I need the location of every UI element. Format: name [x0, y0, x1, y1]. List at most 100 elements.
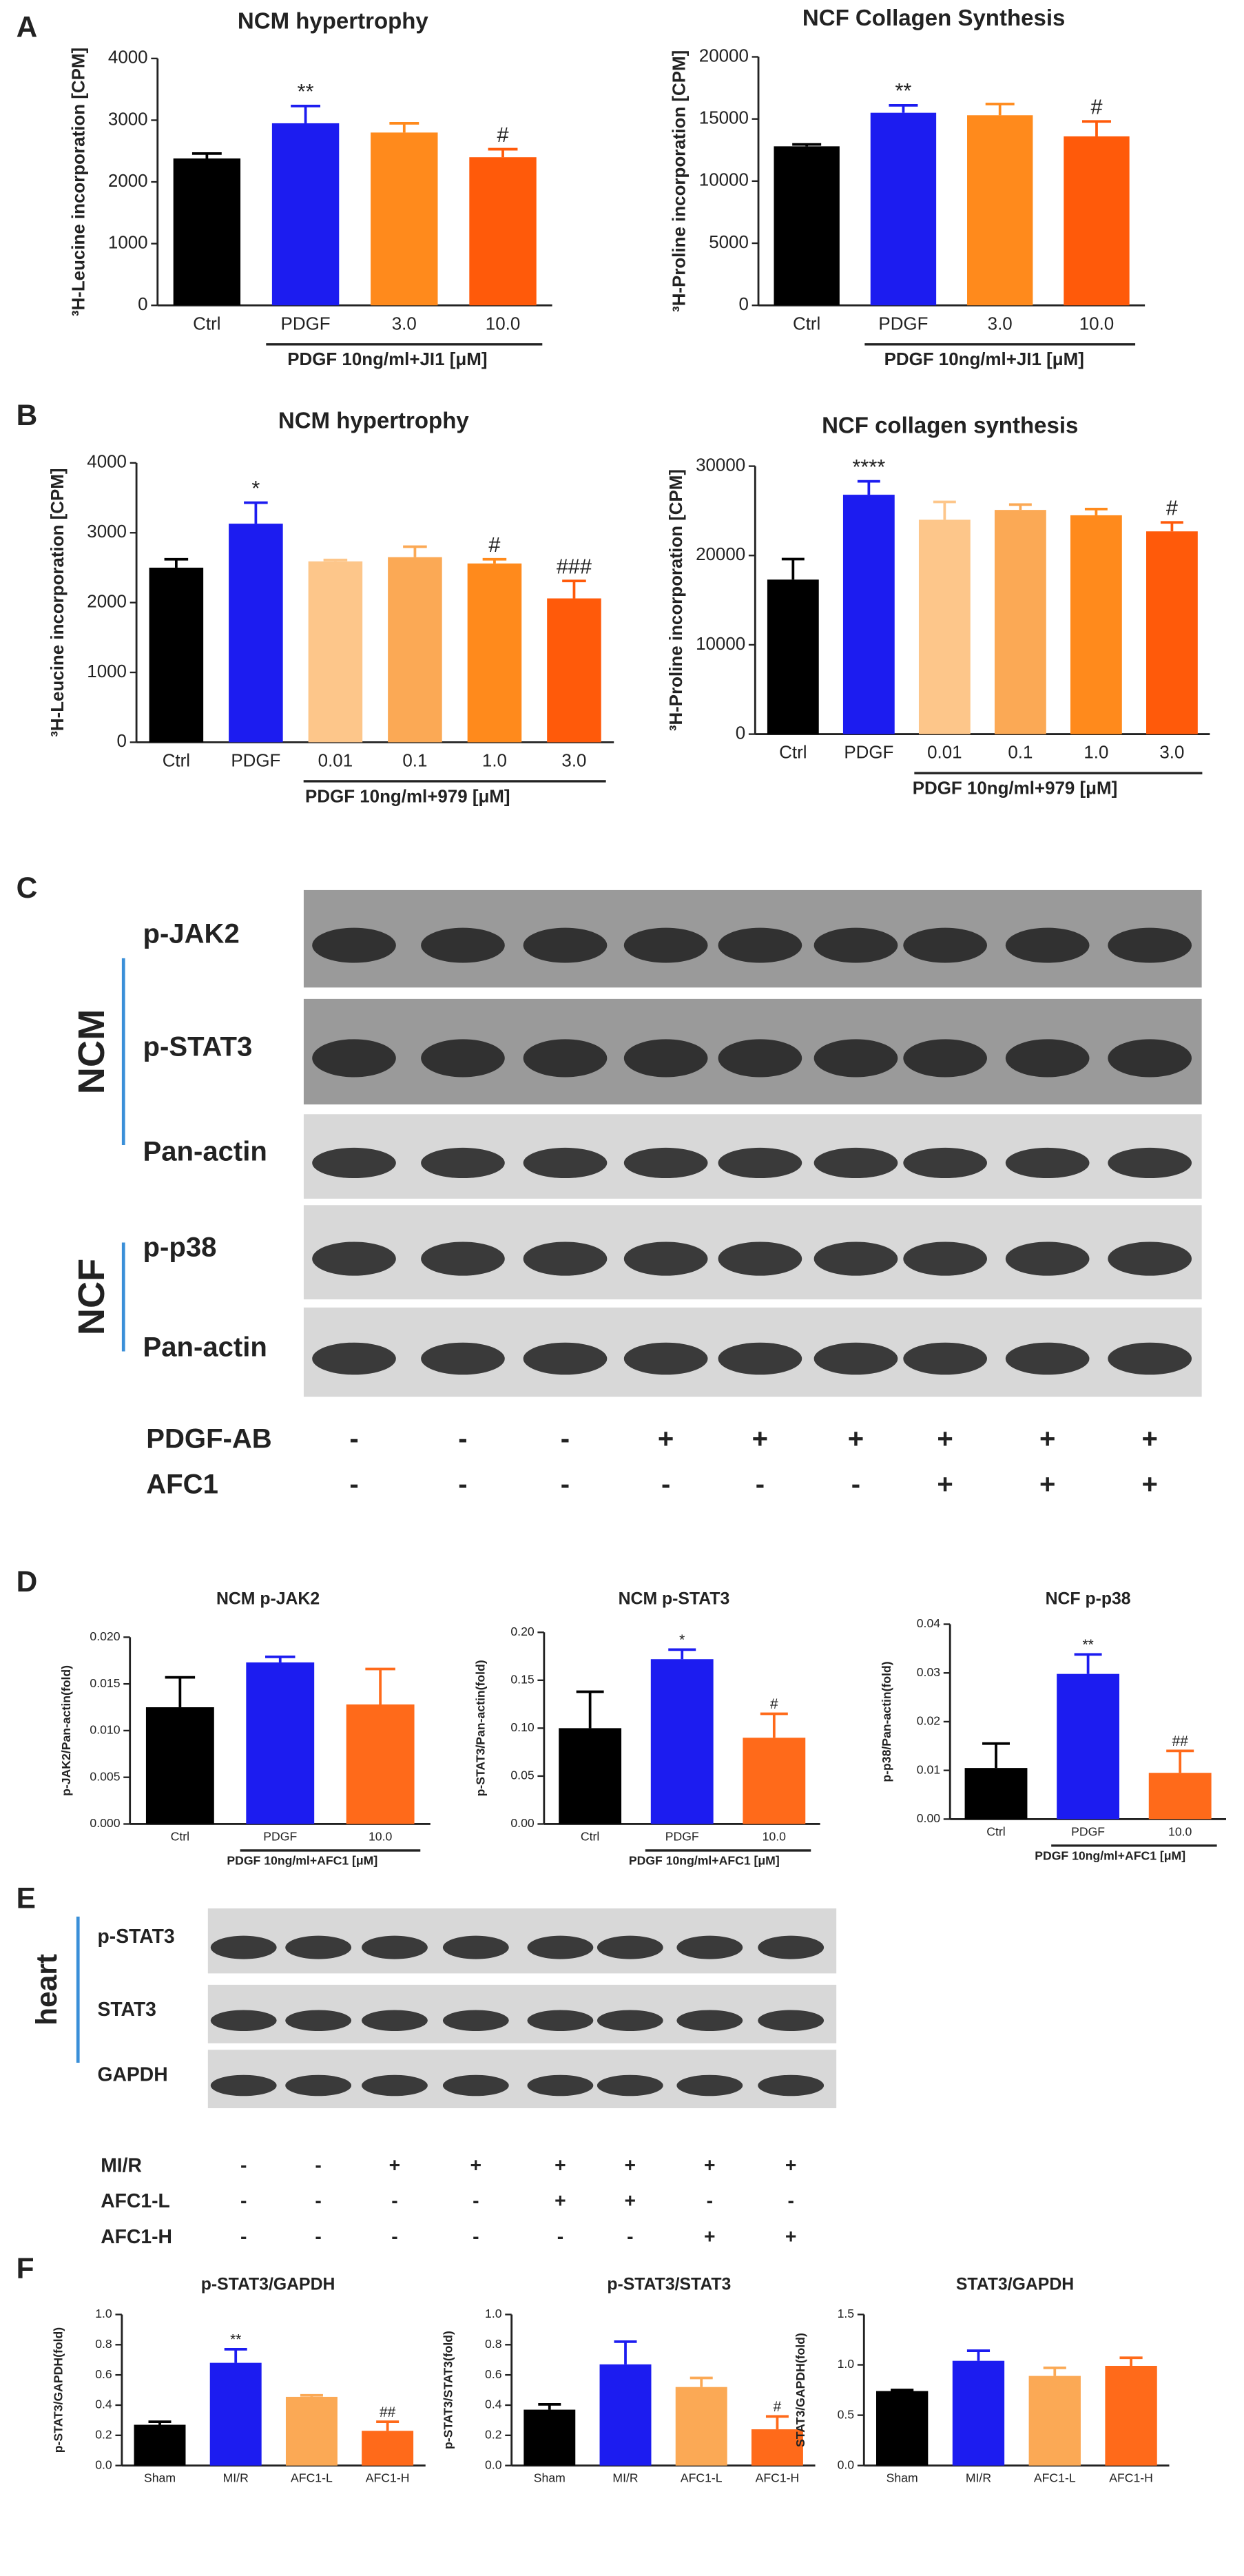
blot-band	[421, 1241, 505, 1276]
panel-letter: A	[17, 11, 38, 43]
significance-label: ****	[852, 455, 885, 479]
treatment-sign: -	[707, 2189, 713, 2212]
treatment-sign: -	[391, 2189, 397, 2212]
blot-band	[210, 1935, 277, 1959]
y-tick-label: 0.2	[95, 2427, 112, 2441]
treatment-label: MI/R	[101, 2154, 142, 2176]
bar	[547, 598, 601, 743]
group-label: PDGF 10ng/ml+AFC1 [μM]	[629, 1854, 780, 1868]
y-tick-label: 1.5	[838, 2307, 855, 2320]
blot-band	[523, 927, 608, 963]
bar	[467, 563, 522, 743]
blot-band	[718, 1147, 802, 1179]
treatment-sign: -	[627, 2225, 633, 2247]
treatment-sign: -	[557, 2225, 563, 2247]
bar	[918, 519, 971, 734]
blot-band	[813, 1147, 898, 1179]
panel-letter: C	[17, 872, 38, 904]
treatment-sign: -	[315, 2189, 321, 2212]
y-tick-label: 1000	[108, 233, 148, 252]
blot-band	[813, 927, 898, 963]
y-tick-label: 0.04	[917, 1616, 941, 1630]
x-tick-label: 0.1	[1008, 743, 1033, 763]
x-tick-label: PDGF	[878, 314, 928, 333]
y-tick-label: 30000	[696, 455, 745, 475]
bar	[371, 132, 438, 306]
bar	[842, 495, 895, 734]
treatment-sign: +	[937, 1424, 953, 1454]
blot-band	[623, 1241, 708, 1276]
treatment-sign: -	[458, 1470, 467, 1500]
panel-letter: E	[17, 1882, 36, 1914]
x-tick-label: 3.0	[1159, 743, 1184, 763]
blot-band	[523, 1241, 608, 1276]
y-axis-title: ³H-Proline incorporation [CPM]	[667, 469, 686, 731]
blot-row-label: p-STAT3	[143, 1031, 253, 1062]
y-tick-label: 0.5	[838, 2407, 855, 2421]
y-tick-label: 0	[117, 732, 127, 751]
y-axis-title: ³H-Proline incorporation [CPM]	[670, 50, 690, 312]
chart-title: NCF Collagen Synthesis	[802, 5, 1065, 30]
x-tick-label: 0.1	[402, 752, 427, 771]
x-tick-label: Sham	[887, 2471, 918, 2485]
blot-band	[285, 1935, 352, 1959]
x-tick-label: PDGF	[281, 314, 331, 333]
blot-row-label: p-JAK2	[143, 919, 240, 949]
blot-band	[523, 1147, 608, 1179]
blot-band	[523, 1342, 608, 1375]
blot-band	[442, 2010, 509, 2032]
blot-band	[362, 2010, 428, 2032]
treatment-sign: +	[1039, 1424, 1055, 1454]
group-label: PDGF 10ng/ml+979 [μM]	[305, 787, 510, 806]
chart-title: NCM hypertrophy	[278, 408, 469, 433]
significance-label: ###	[557, 555, 592, 578]
x-tick-label: PDGF	[844, 743, 893, 763]
blot-band	[210, 2010, 277, 2032]
bar	[994, 510, 1046, 734]
bar	[952, 2360, 1005, 2466]
panel-letter: B	[17, 399, 38, 431]
y-tick-label: 2000	[108, 172, 148, 191]
x-tick-label: Ctrl	[779, 743, 807, 763]
x-tick-label: 10.0	[1168, 1824, 1192, 1838]
blot-band	[312, 1147, 396, 1179]
treatment-sign: -	[458, 1424, 467, 1454]
y-tick-label: 0.02	[917, 1714, 940, 1728]
bar	[134, 2424, 186, 2466]
blot-band	[597, 1935, 663, 1959]
y-tick-label: 20000	[696, 545, 745, 564]
bar	[870, 112, 937, 306]
blot-band	[442, 2074, 509, 2096]
blot-band	[1108, 1147, 1192, 1179]
blot-band	[1108, 927, 1192, 963]
y-axis-title: p-STAT3/Pan-actin(fold)	[473, 1660, 487, 1796]
x-tick-label: MI/R	[966, 2471, 991, 2485]
treatment-sign: -	[473, 2189, 479, 2212]
y-tick-label: 5000	[709, 233, 749, 252]
x-tick-label: Ctrl	[171, 1829, 189, 1843]
y-tick-label: 0.4	[95, 2398, 112, 2411]
blot-band	[597, 2010, 663, 2032]
x-tick-label: Ctrl	[193, 314, 220, 333]
x-tick-label: 0.01	[927, 743, 962, 763]
treatment-sign: -	[787, 2189, 794, 2212]
bar	[388, 557, 442, 743]
x-tick-label: Sham	[144, 2471, 176, 2485]
treatment-sign: +	[554, 2189, 566, 2212]
blot-band	[362, 1935, 428, 1959]
y-tick-label: 0.05	[510, 1769, 535, 1782]
blot-band	[362, 2074, 428, 2096]
y-tick-label: 0.8	[485, 2337, 502, 2351]
y-axis-title: ³H-Leucine incorporation [CPM]	[48, 468, 68, 737]
y-tick-label: 1000	[87, 662, 127, 681]
blot-band	[718, 1241, 802, 1276]
y-tick-label: 0.0	[485, 2457, 502, 2471]
blot-row-label: STAT3	[98, 1998, 156, 2020]
treatment-sign: -	[349, 1424, 358, 1454]
x-tick-label: 3.0	[988, 314, 1013, 333]
chart-title: NCM p-STAT3	[619, 1590, 730, 1609]
treatment-sign: +	[554, 2154, 566, 2176]
y-tick-label: 0	[138, 295, 147, 314]
chart-title: STAT3/GAPDH	[956, 2276, 1074, 2294]
